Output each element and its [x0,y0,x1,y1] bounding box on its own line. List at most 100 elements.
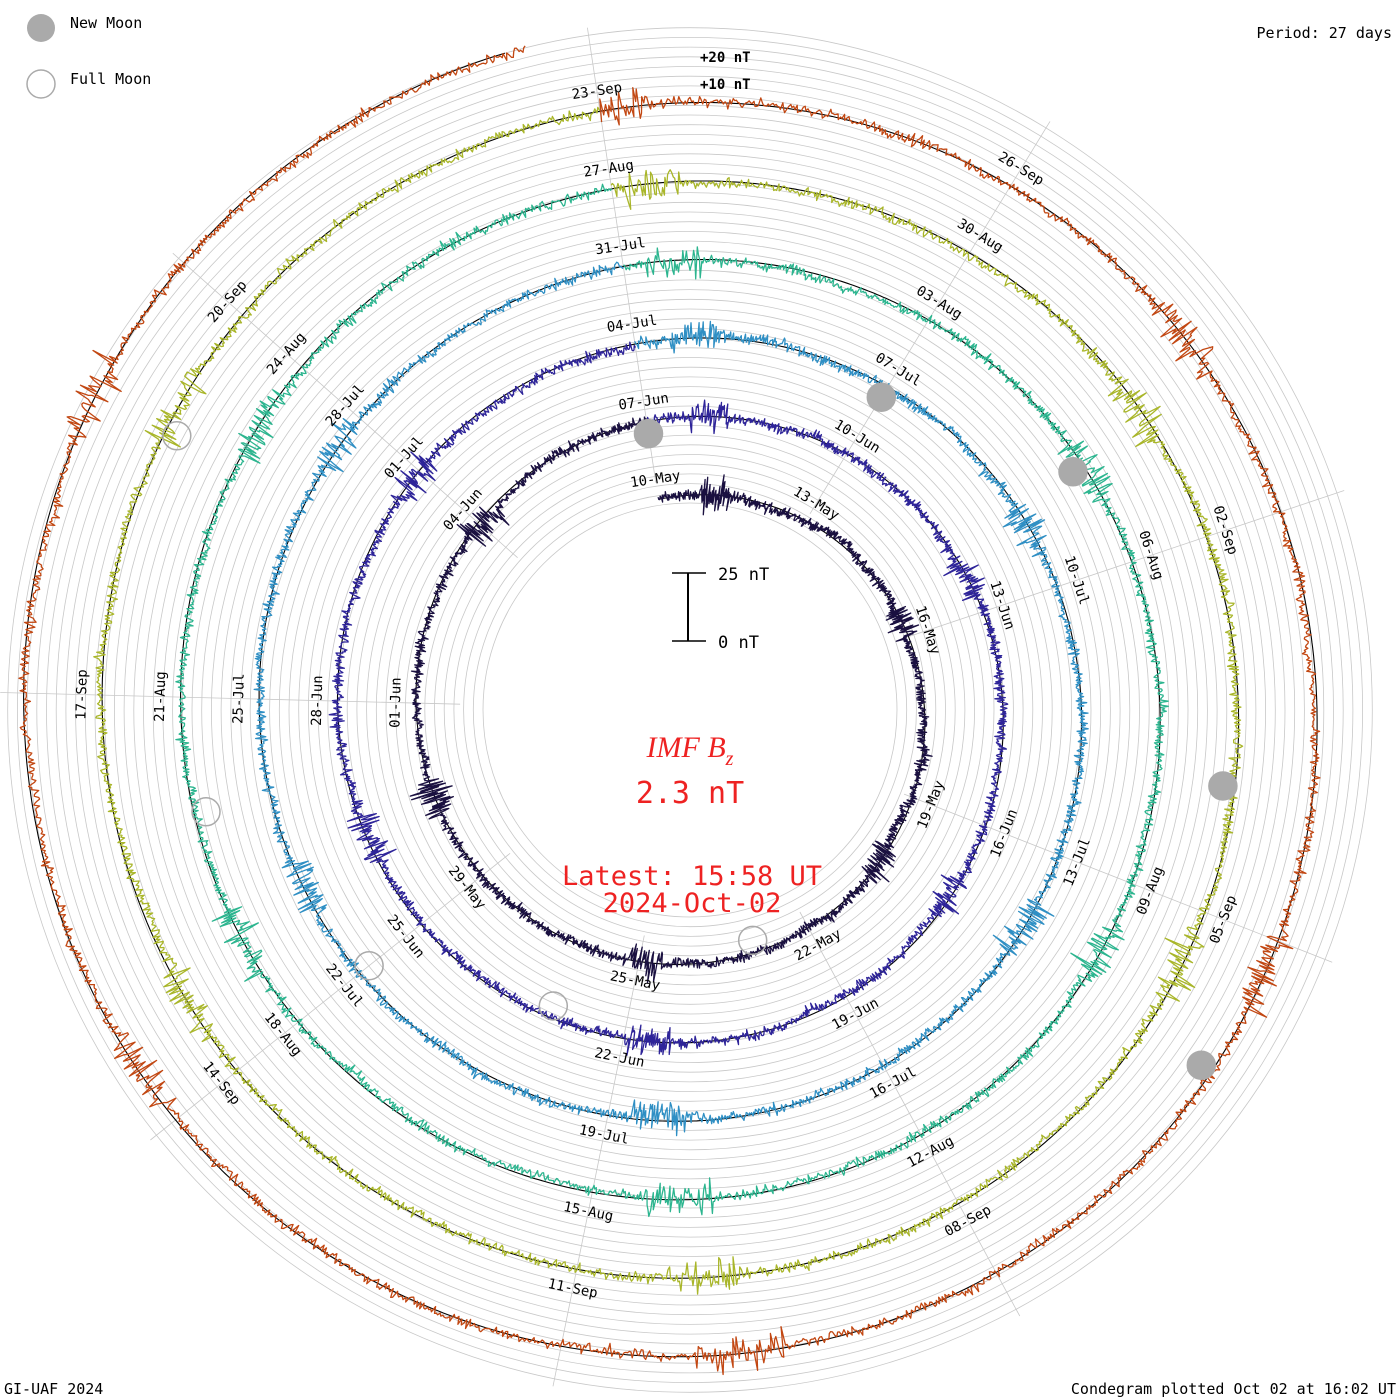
series-line-07-Jun [328,341,1009,1056]
date-label: 23-Sep [571,80,623,103]
grid-ring [482,502,898,918]
date-label: 19-May [914,778,947,831]
title-main: IMF B [646,731,726,764]
date-label: 28-Jun [309,675,326,726]
date-label: 11-Sep [546,1276,599,1302]
date-label: 14-Sep [199,1059,243,1109]
grid-ring [143,163,1237,1257]
grid-ring [210,230,1170,1190]
grid-ring [26,46,1354,1374]
grid-ring [220,240,1160,1180]
full-moon-marker [162,421,192,451]
date-label: 13-Jul [1061,836,1094,889]
full-moon-legend-label: Full Moon [70,70,151,88]
scale-bar-bottom-label: 0 nT [718,633,759,653]
series-layer [18,45,1321,1376]
grid-ring [337,357,1043,1063]
grid-ring [385,405,995,1015]
grid-ring [317,337,1063,1083]
date-label: 21-Aug [152,671,169,722]
grid-ring [395,415,985,1005]
date-label: 19-Jun [829,995,881,1033]
date-label: 06-Aug [1135,529,1166,582]
grid-ring [17,37,1363,1383]
grid-ring [327,347,1053,1073]
date-label: 16-Jul [867,1064,919,1102]
scale-plus20-label: +20 nT [700,50,751,66]
grid-ring [414,434,966,986]
grid-spoke [799,911,1021,1317]
date-label: 10-Jun [831,417,882,457]
grid-spoke [903,793,1333,963]
new-moon-marker [1186,1050,1217,1080]
footer-right: Condegram plotted Oct 02 at 16:02 UT [1070,1380,1396,1398]
grid-ring [181,201,1199,1219]
grid-ring [162,182,1218,1238]
grid-ring [123,143,1257,1277]
new-moon-legend-icon [27,14,55,42]
period-label: Period: 27 days [1257,24,1392,42]
series-line-27-Aug [93,106,1244,1295]
grid-spoke [150,852,511,1141]
latest-time: Latest: 15:58 UT [562,861,822,892]
grid-ring [230,250,1150,1170]
grid-ring [84,104,1296,1316]
grid-ring [424,444,956,976]
full-moon-marker [191,797,221,827]
grid-ring [288,308,1092,1112]
series-line-23-Sep [18,45,1321,1376]
moon-layer [162,382,1238,1080]
series-line-04-Jul [253,261,1089,1137]
grid-ring [249,269,1131,1151]
grid-spoke [587,27,657,483]
grid-ring [55,75,1325,1345]
date-label: 02-Sep [1209,504,1240,557]
scale-plus10-label: +10 nT [700,77,751,93]
date-label: 15-Aug [562,1199,615,1225]
full-moon-marker [354,950,384,981]
date-label: 31-Jul [594,235,646,258]
footer-left: GI-UAF 2024 [4,1380,104,1398]
date-label: 10-May [629,468,681,491]
current-value: 2.3 nT [636,776,744,811]
date-label: 19-Jul [578,1122,631,1148]
grid-ring [366,386,1014,1034]
grid-ring [75,95,1305,1325]
chart-title: IMF Bz [646,731,734,770]
grid-ring [133,153,1247,1267]
grid-ring [191,211,1189,1209]
new-moon-marker [1058,457,1088,487]
new-moon-marker [633,418,664,449]
grid-spoke [552,935,645,1387]
grid-ring [240,260,1140,1160]
grid-ring [434,454,946,966]
grid-ring [114,134,1266,1286]
grid-ring [36,56,1344,1364]
grid-ring [375,395,1005,1025]
grid-spoke [0,692,461,705]
grid-ring [7,27,1373,1393]
grid-ring [172,192,1208,1228]
grid-ring [443,463,937,957]
full-moon-legend-icon [26,69,56,99]
grid-ring [463,483,917,937]
scale-bar-top-label: 25 nT [718,565,769,585]
series-line-10-May [409,416,933,984]
date-label: 17-Sep [73,669,90,720]
full-moon-marker [737,925,768,956]
latest-date: 2024-Oct-02 [603,888,782,919]
grid-ring [94,114,1286,1306]
grid-ring [65,85,1315,1335]
grid-ring [201,221,1179,1199]
date-label: 12-Aug [905,1133,957,1171]
grid-ring [46,66,1334,1354]
date-label: 04-Jul [606,313,658,336]
grid-ring [346,366,1034,1054]
new-moon-legend-label: New Moon [70,14,142,32]
date-label: 05-Sep [1207,893,1240,946]
grid-spoke [172,252,518,558]
date-label: 07-Jun [618,390,670,413]
title-subscript: z [725,748,734,770]
grid-ring [152,172,1228,1248]
